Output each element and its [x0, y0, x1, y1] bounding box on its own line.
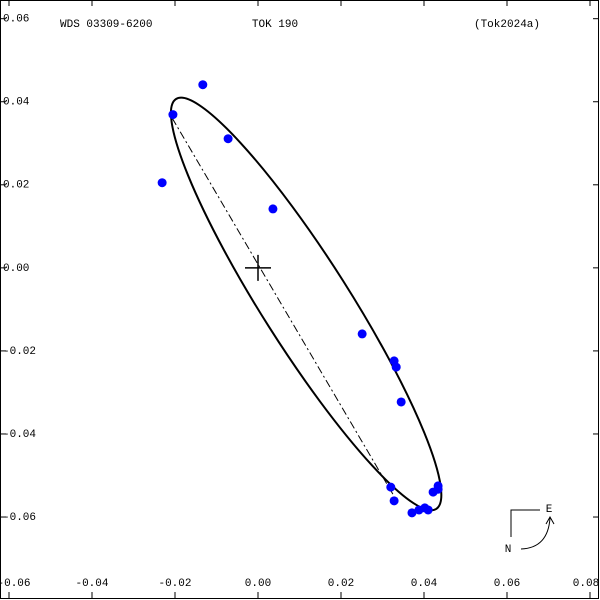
observation — [168, 110, 178, 120]
chart-title: TOK 190 — [252, 19, 298, 31]
y-tick-label: -0.06 — [3, 512, 36, 524]
x-tick-label: -0.04 — [75, 578, 108, 590]
observation — [386, 482, 396, 492]
x-tick-label: 0.00 — [245, 578, 271, 590]
x-tick-label: 0.02 — [328, 578, 354, 590]
orbit — [169, 96, 443, 512]
observation — [396, 397, 406, 407]
compass-north: N — [505, 544, 512, 556]
compass-east: E — [546, 504, 553, 516]
observation — [268, 204, 278, 214]
y-tick-label: -0.04 — [3, 429, 36, 441]
observation — [391, 362, 401, 372]
x-tick-label: 0.08 — [573, 578, 599, 590]
observation — [198, 80, 208, 90]
right-label: (Tok2024a) — [474, 19, 540, 31]
compass: E N — [505, 504, 555, 556]
y-tick-label: 0.06 — [3, 14, 29, 26]
observation — [433, 481, 443, 491]
observation — [407, 508, 417, 518]
x-tick-label: -0.02 — [158, 578, 191, 590]
x-tick-label: -0.06 — [0, 578, 31, 590]
observation — [157, 178, 167, 188]
left-label: WDS 03309-6200 — [60, 19, 152, 31]
primary-star — [245, 254, 271, 281]
x-tick-label: 0.04 — [411, 578, 438, 590]
y-tick-label: 0.04 — [3, 97, 30, 109]
line-of-nodes — [171, 117, 394, 495]
observation — [389, 496, 399, 506]
x-tick-label: 0.06 — [494, 578, 520, 590]
observation — [223, 134, 233, 144]
observation — [423, 505, 433, 515]
observation — [357, 329, 367, 339]
y-tick-label: 0.02 — [3, 180, 29, 192]
y-tick-label: -0.02 — [3, 346, 36, 358]
y-tick-label: 0.00 — [3, 263, 29, 275]
